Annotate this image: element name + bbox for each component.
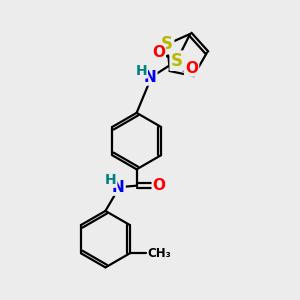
Text: H: H [135, 64, 147, 77]
Text: S: S [161, 35, 173, 53]
Text: O: O [152, 45, 165, 60]
Text: O: O [153, 178, 166, 193]
Text: CH₃: CH₃ [148, 247, 172, 260]
Text: N: N [144, 70, 156, 85]
Text: O: O [185, 61, 198, 76]
Text: S: S [171, 52, 183, 70]
Text: H: H [105, 173, 116, 187]
Text: N: N [112, 180, 124, 195]
